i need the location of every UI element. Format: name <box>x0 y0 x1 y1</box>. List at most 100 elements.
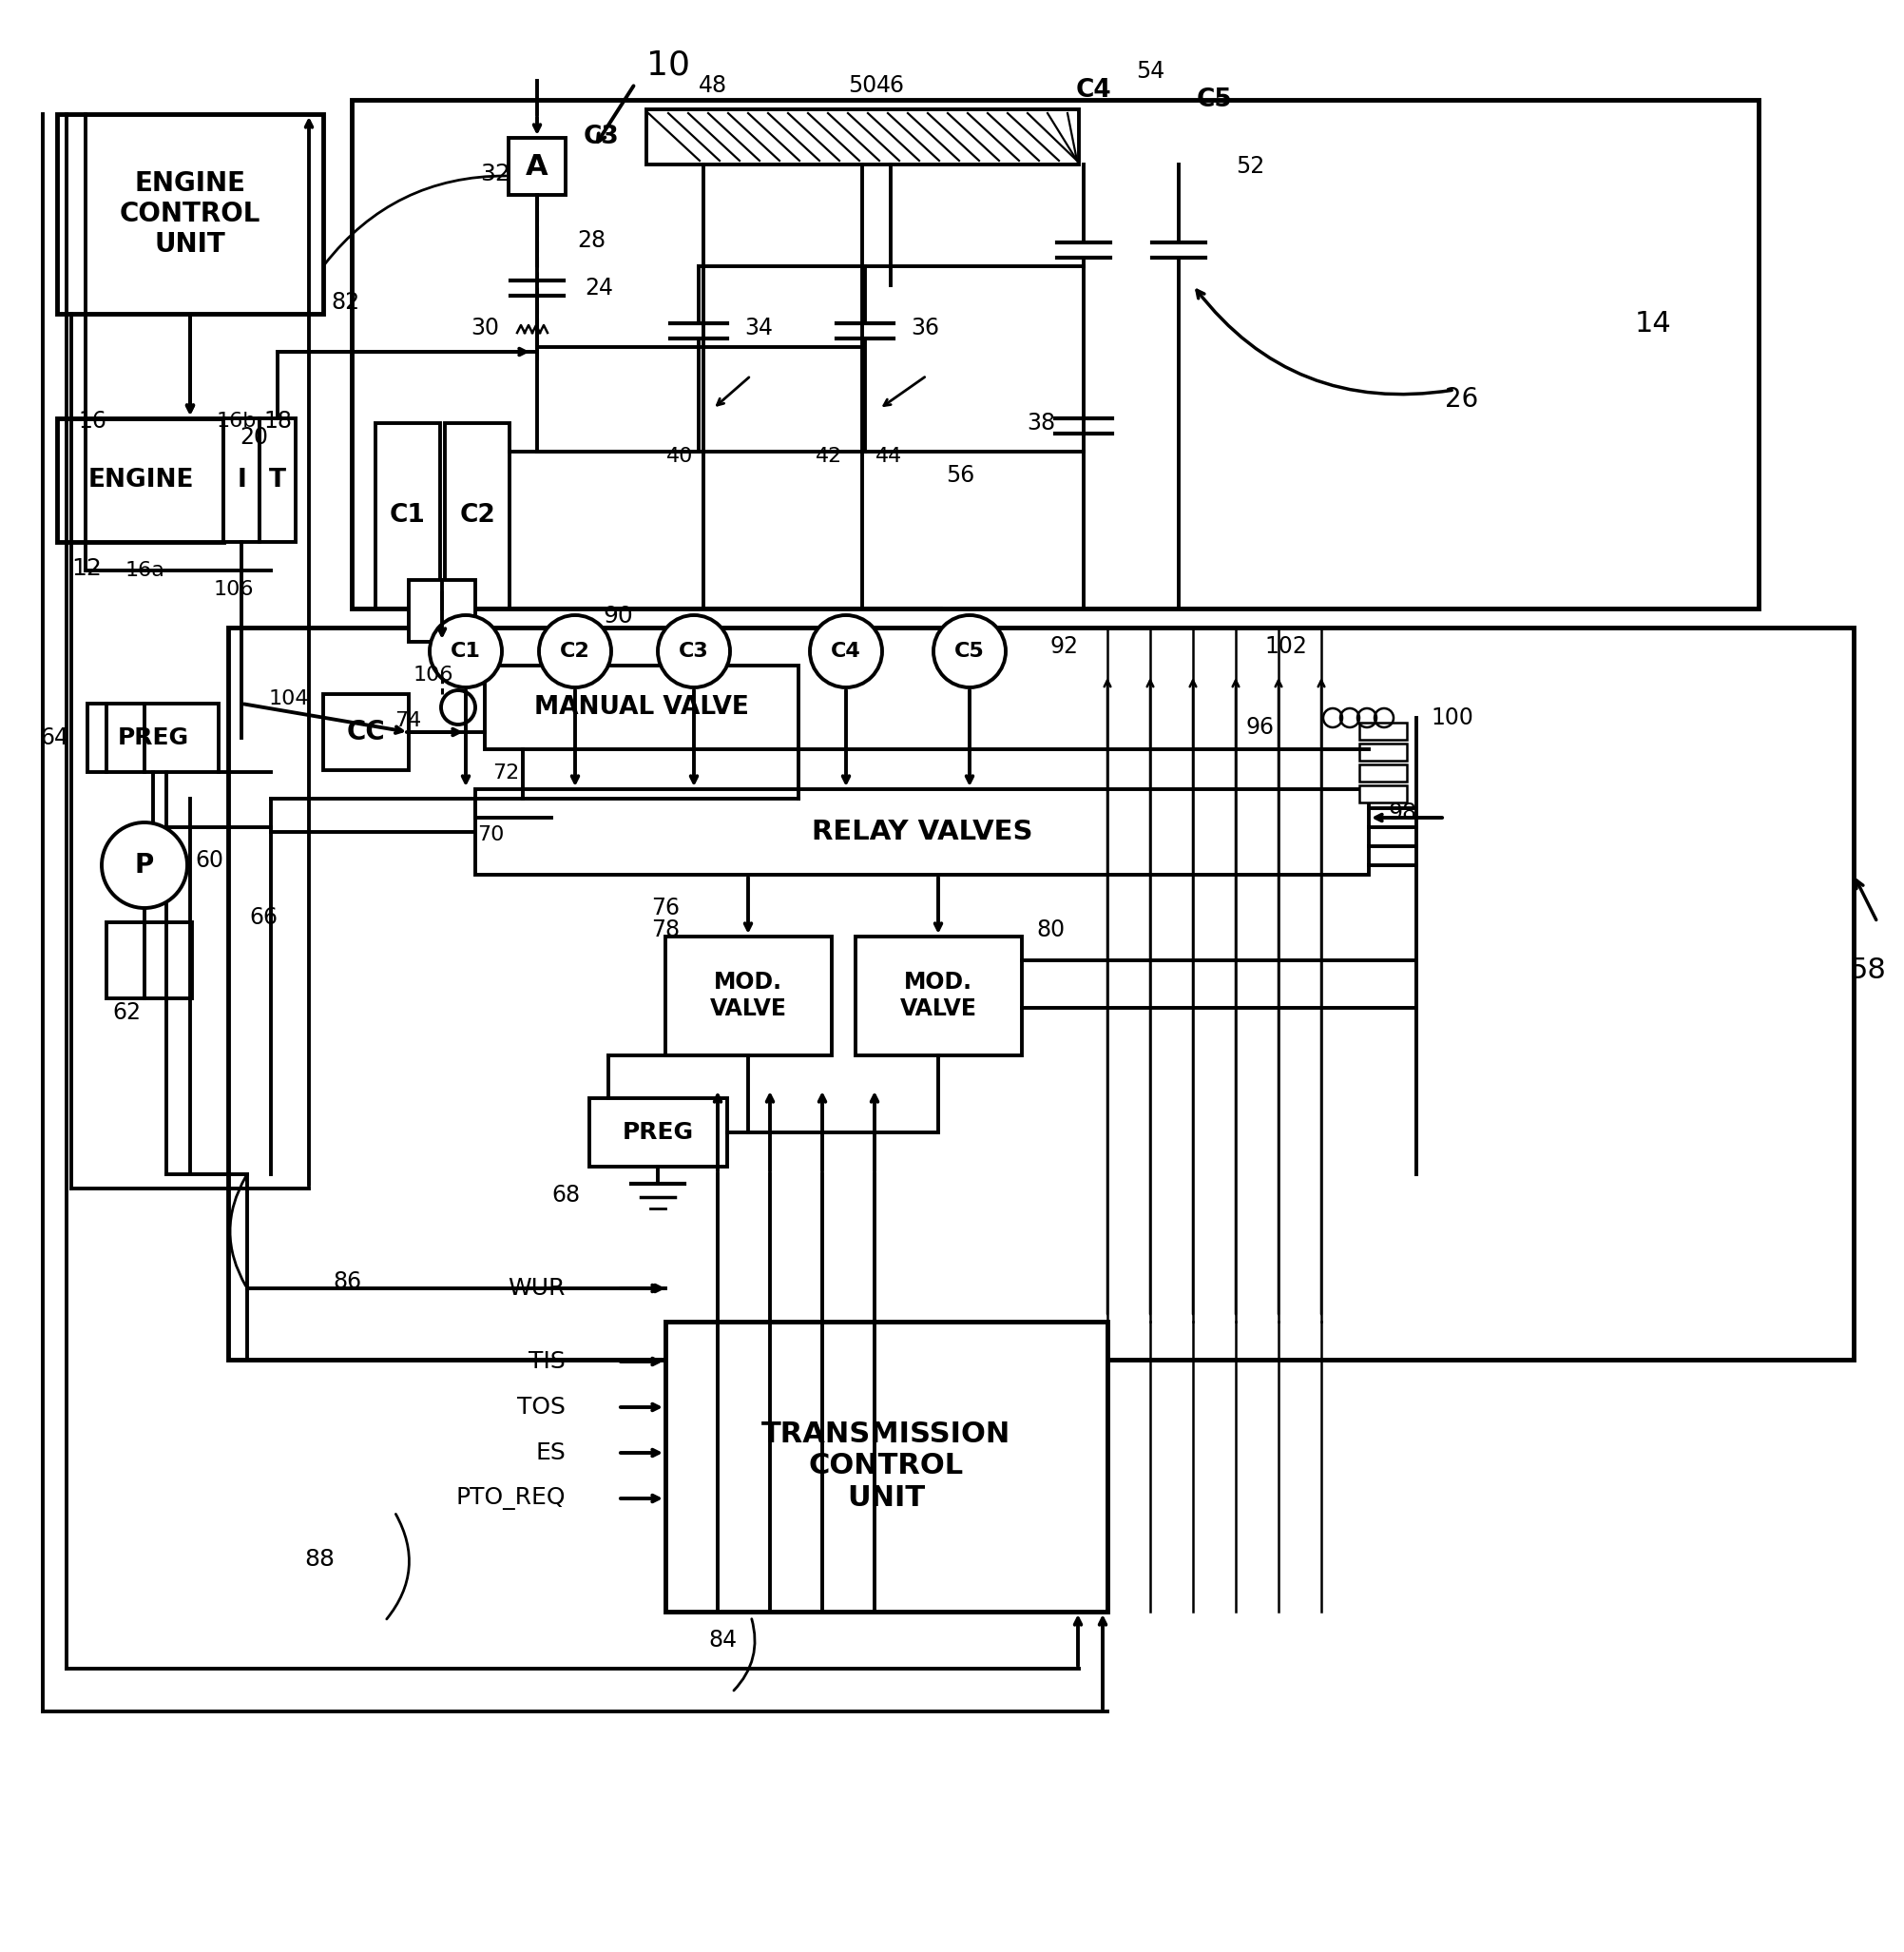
Bar <box>645 109 1080 164</box>
Text: 90: 90 <box>604 605 632 627</box>
Text: 96: 96 <box>1245 716 1274 738</box>
Text: 52: 52 <box>1236 154 1264 178</box>
Text: 48: 48 <box>699 74 727 98</box>
Text: 66: 66 <box>249 906 278 929</box>
Text: C3: C3 <box>583 125 619 148</box>
Bar <box>664 937 832 1056</box>
Text: C4: C4 <box>830 642 861 662</box>
Text: 88: 88 <box>305 1548 335 1571</box>
Text: 62: 62 <box>112 1001 141 1025</box>
Text: 86: 86 <box>333 1271 362 1292</box>
Text: 80: 80 <box>1036 919 1064 941</box>
Bar <box>324 695 409 771</box>
Text: 78: 78 <box>651 919 680 941</box>
Text: C2: C2 <box>459 504 495 527</box>
Text: C5: C5 <box>1198 88 1232 111</box>
Text: TIS: TIS <box>529 1351 565 1372</box>
Text: TOS: TOS <box>518 1396 565 1419</box>
Bar <box>476 789 1369 874</box>
Text: C3: C3 <box>680 642 708 662</box>
Text: 82: 82 <box>331 291 360 314</box>
Text: 56: 56 <box>946 465 975 486</box>
Bar <box>57 418 223 543</box>
Text: 92: 92 <box>1051 634 1080 658</box>
Text: 40: 40 <box>666 447 693 467</box>
Text: 12: 12 <box>70 556 101 580</box>
Text: WUR: WUR <box>508 1277 565 1300</box>
Text: 26: 26 <box>1445 386 1478 412</box>
Text: 58: 58 <box>1851 956 1887 984</box>
Bar <box>57 113 324 314</box>
Text: 38: 38 <box>1026 412 1055 435</box>
Text: 84: 84 <box>708 1628 737 1651</box>
Text: PREG: PREG <box>118 726 188 750</box>
Text: 44: 44 <box>876 447 902 467</box>
Bar <box>1359 722 1407 740</box>
Bar <box>107 921 192 997</box>
Text: 24: 24 <box>585 277 613 299</box>
Text: 46: 46 <box>876 74 904 98</box>
Text: C2: C2 <box>560 642 590 662</box>
Text: 72: 72 <box>493 763 520 783</box>
Text: MOD.
VALVE: MOD. VALVE <box>710 970 786 1021</box>
Bar <box>88 703 219 773</box>
Text: 64: 64 <box>40 726 69 750</box>
Text: C5: C5 <box>954 642 984 662</box>
Bar <box>855 937 1022 1056</box>
Text: 36: 36 <box>910 316 939 340</box>
Bar <box>223 418 259 543</box>
Text: MANUAL VALVE: MANUAL VALVE <box>535 695 748 720</box>
Text: C1: C1 <box>390 504 426 527</box>
Bar <box>375 424 440 609</box>
Circle shape <box>933 615 1005 687</box>
Circle shape <box>809 615 882 687</box>
Text: 74: 74 <box>394 711 421 730</box>
Text: 68: 68 <box>552 1183 581 1206</box>
Text: 76: 76 <box>651 896 680 919</box>
Text: 100: 100 <box>1430 707 1474 730</box>
Text: C4: C4 <box>1076 78 1112 103</box>
Text: ES: ES <box>535 1441 565 1464</box>
Text: RELAY VALVES: RELAY VALVES <box>811 818 1032 845</box>
Text: 32: 32 <box>480 162 510 185</box>
Text: C1: C1 <box>451 642 482 662</box>
Text: 10: 10 <box>645 49 689 80</box>
Text: T: T <box>268 468 286 492</box>
Text: 104: 104 <box>268 689 308 709</box>
Text: MOD.
VALVE: MOD. VALVE <box>901 970 977 1021</box>
Bar <box>1359 765 1407 781</box>
Text: 34: 34 <box>744 316 773 340</box>
Text: A: A <box>526 152 548 180</box>
Circle shape <box>539 615 611 687</box>
Circle shape <box>101 822 187 908</box>
Text: P: P <box>135 851 154 878</box>
Bar <box>409 580 476 642</box>
Text: ENGINE: ENGINE <box>88 468 194 492</box>
Text: PTO_REQ: PTO_REQ <box>455 1487 565 1511</box>
Text: 14: 14 <box>1636 310 1672 338</box>
Text: 50: 50 <box>847 74 876 98</box>
Text: 18: 18 <box>263 410 291 433</box>
Text: I: I <box>236 468 246 492</box>
Circle shape <box>657 615 729 687</box>
Bar <box>590 1099 727 1167</box>
Text: 30: 30 <box>470 316 499 340</box>
Text: 54: 54 <box>1137 61 1165 82</box>
Text: TRANSMISSION
CONTROL
UNIT: TRANSMISSION CONTROL UNIT <box>762 1421 1011 1513</box>
Text: ENGINE
CONTROL
UNIT: ENGINE CONTROL UNIT <box>120 170 261 258</box>
Circle shape <box>430 615 503 687</box>
Text: 16: 16 <box>78 410 107 433</box>
Text: 98: 98 <box>1388 802 1417 824</box>
Bar <box>259 418 295 543</box>
Text: PREG: PREG <box>623 1120 693 1144</box>
Bar <box>664 1322 1108 1612</box>
Text: 106: 106 <box>413 666 453 685</box>
Text: 60: 60 <box>194 849 223 873</box>
Bar <box>446 424 510 609</box>
Bar <box>486 666 798 750</box>
Text: 42: 42 <box>815 447 842 467</box>
Bar <box>352 100 1759 609</box>
Bar <box>228 627 1854 1361</box>
Text: 102: 102 <box>1264 634 1306 658</box>
Bar <box>508 139 565 195</box>
